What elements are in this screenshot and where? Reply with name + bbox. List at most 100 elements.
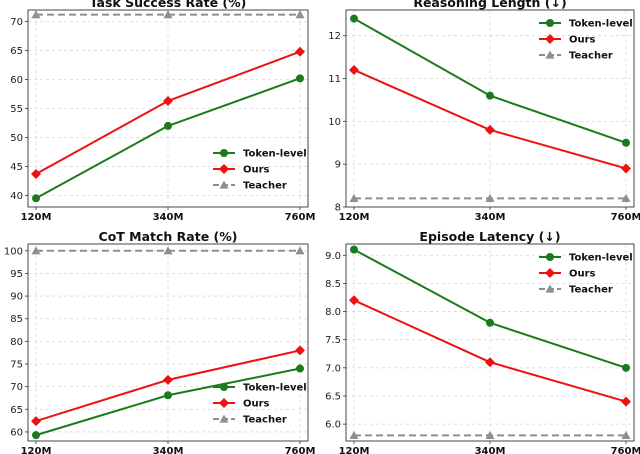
data-point-ours <box>485 357 495 368</box>
y-tick-label: 65 <box>10 46 23 57</box>
series-token-level <box>32 74 304 203</box>
y-tick-label: 6.5 <box>325 391 341 402</box>
data-point-token-level <box>350 245 358 254</box>
legend-label-teacher: Teacher <box>569 285 613 296</box>
x-tick-label: 340M <box>475 212 506 223</box>
data-point-token-level <box>486 91 494 100</box>
legend-marker-teacher <box>545 50 555 59</box>
data-point-token-level <box>486 318 494 327</box>
y-tick-label: 40 <box>10 191 23 202</box>
chart-panel-episode-latency: Episode Latency (↓) 6.0 6.5 7.0 7.5 8.0 8.5 9.0… <box>325 229 640 454</box>
legend-marker-ours <box>219 164 229 174</box>
data-point-ours <box>349 64 359 75</box>
data-point-ours <box>163 95 173 106</box>
series-line-ours <box>353 299 627 403</box>
data-point-token-level <box>164 121 172 130</box>
y-tick-label: 8.0 <box>325 307 341 318</box>
legend-label-ours: Ours <box>569 35 596 46</box>
data-point-ours <box>295 345 305 356</box>
data-point-ours <box>163 374 173 385</box>
legend-label-token-level: Token-level <box>243 149 307 160</box>
data-point-teacher <box>349 430 359 439</box>
data-point-ours <box>621 163 631 174</box>
legend: Token-level Ours Teacher <box>539 253 633 296</box>
chart-title: Task Success Rate (%) <box>90 0 247 10</box>
series-teacher <box>349 430 631 439</box>
y-tick-label: 7.5 <box>325 335 341 346</box>
legend-marker-token-level <box>220 149 228 157</box>
y-tick-label: 70 <box>10 17 23 28</box>
legend-label-teacher: Teacher <box>243 415 287 426</box>
y-tick-label: 55 <box>10 104 23 115</box>
data-point-ours <box>31 416 41 427</box>
data-point-teacher <box>621 193 631 203</box>
legend-marker-teacher <box>219 180 229 189</box>
y-tick-label: 70 <box>10 382 23 393</box>
chart-panel-cot-match-rate: CoT Match Rate (%) 60 65 70 75 80 85 90 95 100 120… <box>4 229 316 454</box>
legend: Token-level Ours Teacher <box>213 149 307 192</box>
data-point-token-level <box>32 431 40 440</box>
data-point-teacher <box>295 246 305 255</box>
legend-marker-ours <box>545 34 555 44</box>
data-point-token-level <box>296 364 304 373</box>
data-point-token-level <box>296 74 304 83</box>
data-point-ours <box>295 46 305 57</box>
y-tick-label: 85 <box>10 314 23 325</box>
legend-marker-token-level <box>546 19 554 27</box>
legend-label-ours: Ours <box>243 165 270 176</box>
x-tick-label: 760M <box>611 446 640 454</box>
data-point-ours <box>349 295 359 306</box>
legend-marker-token-level <box>546 253 554 261</box>
legend: Token-level Ours Teacher <box>213 383 307 426</box>
series-teacher <box>31 10 305 19</box>
series-line-token-level <box>353 248 627 369</box>
legend-label-teacher: Teacher <box>569 51 613 62</box>
y-tick-label: 9.0 <box>325 251 341 262</box>
x-tick-label: 340M <box>475 446 506 454</box>
data-point-token-level <box>164 391 172 400</box>
x-tick-label: 340M <box>153 212 184 223</box>
data-point-teacher <box>31 10 41 19</box>
data-point-teacher <box>485 193 495 203</box>
legend-marker-ours <box>545 268 555 278</box>
series-token-level <box>350 14 630 147</box>
data-point-teacher <box>163 10 173 19</box>
data-point-teacher <box>295 10 305 19</box>
x-tick-label: 340M <box>153 446 184 454</box>
data-point-teacher <box>31 246 41 255</box>
y-tick-label: 75 <box>10 360 23 371</box>
legend-marker-teacher <box>545 284 555 293</box>
series-token-level <box>32 364 304 440</box>
y-tick-label: 50 <box>10 133 23 144</box>
data-point-ours <box>31 168 41 179</box>
legend-marker-teacher <box>219 414 229 423</box>
legend-marker-ours <box>219 398 229 408</box>
legend-label-token-level: Token-level <box>569 19 633 30</box>
y-tick-label: 10 <box>328 117 341 128</box>
series-token-level <box>350 245 630 372</box>
x-tick-label: 760M <box>611 212 640 223</box>
series-ours <box>31 345 305 427</box>
y-tick-label: 95 <box>10 269 23 280</box>
y-tick-label: 80 <box>10 337 23 348</box>
legend-label-token-level: Token-level <box>243 383 307 394</box>
data-point-token-level <box>32 194 40 203</box>
legend-label-token-level: Token-level <box>569 253 633 264</box>
x-tick-label: 120M <box>21 212 52 223</box>
y-tick-label: 11 <box>328 74 341 85</box>
y-tick-label: 65 <box>10 405 23 416</box>
x-tick-label: 120M <box>339 446 370 454</box>
chart-title: Episode Latency (↓) <box>419 229 560 244</box>
series-ours <box>349 295 631 407</box>
legend-label-teacher: Teacher <box>243 181 287 192</box>
chart-title: Reasoning Length (↓) <box>413 0 566 10</box>
legend-marker-token-level <box>220 383 228 391</box>
legend-label-ours: Ours <box>243 399 270 410</box>
series-teacher <box>31 246 305 255</box>
y-tick-label: 90 <box>10 292 23 303</box>
y-tick-label: 6.0 <box>325 420 341 431</box>
series-ours <box>349 64 631 174</box>
y-tick-label: 8 <box>335 203 341 214</box>
x-tick-label: 120M <box>339 212 370 223</box>
chart-panel-task-success-rate: Task Success Rate (%) 40 45 50 55 60 65 70 120M 3… <box>10 0 315 223</box>
